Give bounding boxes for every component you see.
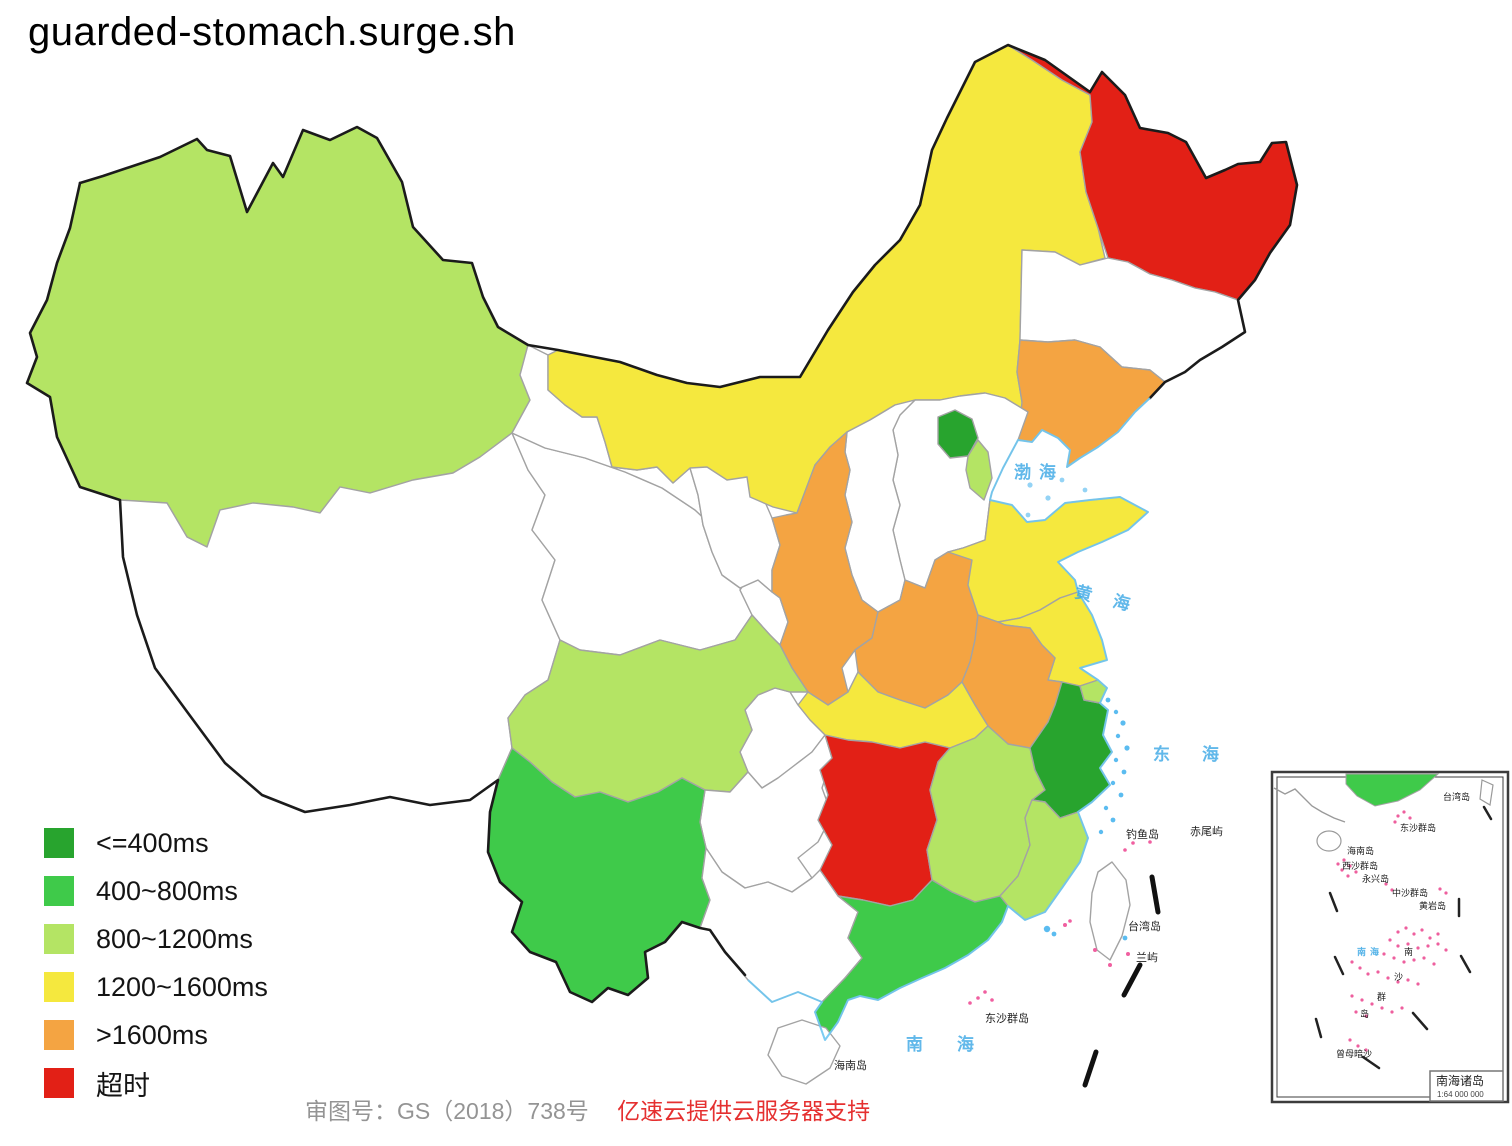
legend-row-400-800: 400~800ms — [44, 876, 268, 906]
inset-title-box: 南海诸岛 1:64 000 000 — [1429, 1070, 1504, 1102]
inset-hainan-island — [1316, 830, 1342, 852]
legend-label-le400: <=400ms — [96, 827, 209, 858]
offshore-dots — [1025, 477, 1130, 941]
island-label-diaoyudao: 钓鱼岛 — [1126, 827, 1159, 841]
map-approval-number: 审图号：GS（2018）738号 — [305, 1098, 589, 1124]
inset-label-nansha-3: 群 — [1377, 991, 1386, 1002]
inset-label-huangyandao: 黄岩岛 — [1419, 900, 1446, 911]
inset-label-taiwandao: 台湾岛 — [1443, 791, 1470, 802]
legend-swatch-gt1600 — [44, 1020, 74, 1050]
province-hunan — [817, 734, 951, 907]
legend-row-gt1600: >1600ms — [44, 1020, 268, 1050]
legend-label-400-800: 400~800ms — [96, 875, 238, 906]
inset-label-nansha-1: 南 — [1404, 946, 1413, 957]
legend-label-gt1600: >1600ms — [96, 1019, 208, 1050]
inset-label-yongxingdao: 永兴岛 — [1362, 873, 1389, 884]
inset-dashes — [1314, 805, 1493, 1070]
inset-pink-dots — [1336, 810, 1448, 1052]
sea-label-nanhai: 南海 — [906, 1034, 1008, 1054]
island-label-lanyu: 兰屿 — [1136, 951, 1158, 964]
legend-row-le400: <=400ms — [44, 828, 268, 858]
province-shaanxi — [771, 431, 879, 706]
sea-label-bohai: 渤海 — [1014, 462, 1064, 482]
inset-title: 南海诸岛 — [1436, 1073, 1484, 1088]
legend-swatch-1200-1600 — [44, 972, 74, 1002]
inset-label-dongsha: 东沙群岛 — [1400, 822, 1436, 833]
island-label-chiweiyu: 赤尾屿 — [1190, 825, 1223, 838]
inset-south-china-sea: 台湾岛 东沙群岛 海南岛 西沙群岛 永兴岛 中沙群岛 黄岩岛 南海 南 沙 群 … — [1270, 770, 1510, 1104]
sponsor-text: 亿速云提供云服务器支持 — [617, 1098, 871, 1124]
inset-coastline-west — [1273, 787, 1346, 823]
sea-label-donghai: 东海 — [1153, 744, 1251, 764]
province-taiwan — [1089, 861, 1131, 961]
latency-legend: <=400ms 400~800ms 800~1200ms 1200~1600ms… — [44, 828, 268, 1116]
footer: 审图号：GS（2018）738号 亿速云提供云服务器支持 — [305, 1092, 870, 1126]
inset-label-nansha-2: 沙 — [1394, 972, 1403, 982]
sea-boundary-dashes — [1082, 874, 1161, 1088]
inset-label-nansha-4: 岛 — [1360, 1008, 1369, 1019]
island-label-taiwandao: 台湾岛 — [1128, 919, 1161, 933]
legend-row-timeout: 超时 — [44, 1068, 268, 1101]
national-border-southwest — [25, 181, 747, 1004]
legend-swatch-timeout — [44, 1068, 74, 1098]
island-label-dongshaqundao: 东沙群岛 — [985, 1011, 1029, 1025]
inset-label-zhongsha: 中沙群岛 — [1392, 887, 1428, 898]
legend-swatch-400-800 — [44, 876, 74, 906]
legend-label-800-1200: 800~1200ms — [96, 923, 253, 954]
page-title: guarded-stomach.surge.sh — [28, 10, 516, 54]
inset-label-xisha: 西沙群岛 — [1342, 860, 1378, 871]
inset-label-zengmuansha: 曾母暗沙 — [1336, 1048, 1372, 1059]
legend-label-1200-1600: 1200~1600ms — [96, 971, 268, 1002]
inset-scale: 1:64 000 000 — [1437, 1090, 1484, 1099]
legend-swatch-800-1200 — [44, 924, 74, 954]
inset-label-hainandao: 海南岛 — [1347, 845, 1374, 856]
legend-label-timeout: 超时 — [96, 1070, 150, 1101]
province-hainan — [767, 1019, 841, 1085]
national-border-north — [78, 43, 1299, 400]
legend-swatch-le400 — [44, 828, 74, 858]
coastline — [747, 397, 1151, 1041]
inset-guangdong-coast — [1345, 773, 1440, 807]
island-label-hainandao: 海南岛 — [834, 1058, 867, 1072]
pink-islet-dots — [968, 840, 1152, 1005]
legend-row-800-1200: 800~1200ms — [44, 924, 268, 954]
inset-taiwan-island — [1479, 779, 1494, 806]
legend-row-1200-1600: 1200~1600ms — [44, 972, 268, 1002]
province-tianjin — [965, 439, 993, 501]
inset-sea-label-nanhai: 南海 — [1357, 946, 1383, 957]
